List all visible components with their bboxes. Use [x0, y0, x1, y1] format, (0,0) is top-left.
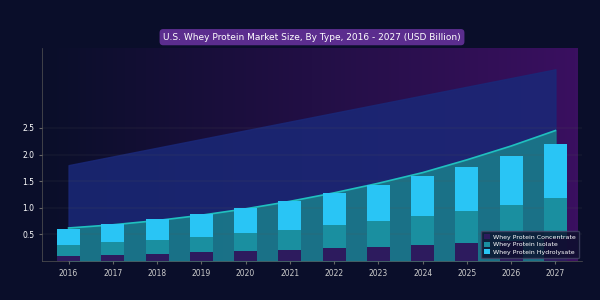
Bar [57, 229, 80, 245]
Bar [234, 251, 257, 261]
Bar [190, 214, 213, 236]
Bar [455, 167, 478, 211]
Bar [57, 245, 80, 256]
Bar [278, 230, 301, 250]
Bar [234, 233, 257, 251]
Title: U.S. Whey Protein Market Size, By Type, 2016 - 2027 (USD Billion): U.S. Whey Protein Market Size, By Type, … [163, 33, 461, 42]
Bar [146, 220, 169, 240]
Bar [500, 241, 523, 261]
Bar [544, 144, 567, 198]
Bar [146, 240, 169, 254]
Bar [323, 248, 346, 261]
Bar [323, 194, 346, 225]
Bar [411, 176, 434, 216]
Bar [278, 250, 301, 261]
Bar [323, 225, 346, 248]
Legend: Whey Protein Concentrate, Whey Protein Isolate, Whey Protein Hydrolysate: Whey Protein Concentrate, Whey Protein I… [481, 231, 579, 258]
Bar [278, 201, 301, 230]
Bar [190, 236, 213, 253]
Bar [500, 205, 523, 241]
Bar [101, 224, 124, 242]
Bar [234, 208, 257, 233]
Bar [544, 198, 567, 238]
Bar [101, 255, 124, 261]
Bar [500, 156, 523, 205]
Bar [544, 238, 567, 261]
Bar [367, 221, 390, 247]
Bar [367, 247, 390, 261]
Bar [57, 256, 80, 261]
Bar [411, 216, 434, 245]
Bar [101, 242, 124, 255]
Bar [367, 185, 390, 221]
Bar [455, 243, 478, 261]
Bar [190, 253, 213, 261]
Bar [146, 254, 169, 261]
Bar [455, 211, 478, 243]
Bar [411, 245, 434, 261]
